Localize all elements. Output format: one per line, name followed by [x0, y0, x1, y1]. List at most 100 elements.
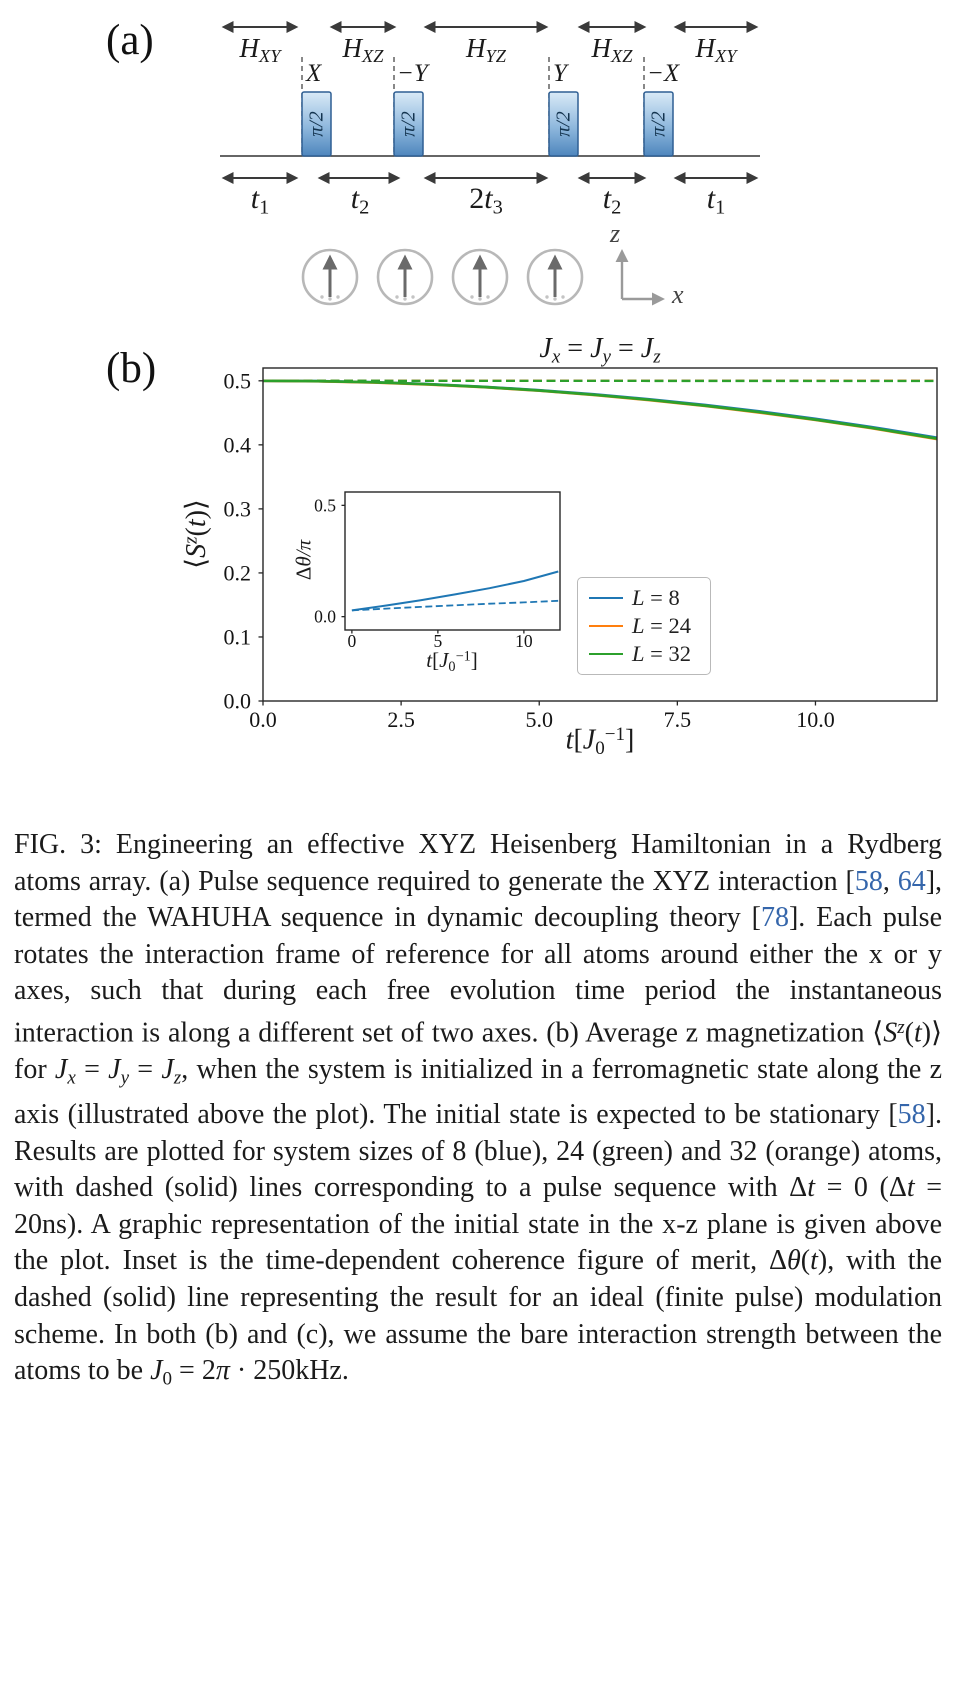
text-segment: 0 — [162, 1368, 173, 1390]
pulse-angle-label: π/2 — [397, 111, 420, 137]
text-segment: [ — [573, 724, 583, 756]
text-segment: z — [173, 1067, 182, 1089]
text-segment: ( — [800, 1245, 811, 1277]
frame-axis-z-label: z — [610, 219, 621, 248]
citation-link[interactable]: 58 — [854, 865, 883, 897]
y-tick-label: 0.5 — [224, 368, 252, 393]
text-segment: = 32 — [644, 641, 691, 666]
text-segment: −1 — [604, 724, 625, 745]
text-segment: )⟩ for — [14, 1017, 942, 1086]
text-segment: t — [350, 182, 360, 215]
citation-link[interactable]: 58 — [897, 1099, 926, 1131]
legend-line-L32 — [589, 652, 623, 656]
text-segment: 2 — [359, 196, 370, 219]
interval-label: t2 — [351, 182, 370, 220]
pulse-sequence-diagram — [220, 21, 760, 306]
text-segment: 1 — [715, 196, 726, 219]
interval-label: t1 — [251, 182, 270, 220]
text-segment: H — [695, 33, 716, 63]
coordinate-frame — [615, 249, 665, 306]
legend-label: L = 8 — [632, 585, 680, 611]
text-segment: = 0 (Δ — [814, 1172, 907, 1204]
interval-label: 2t3 — [469, 182, 503, 220]
text-segment: H — [466, 33, 486, 63]
x-tick-label: 10 — [515, 631, 533, 651]
series-line — [262, 379, 938, 440]
text-segment: J — [161, 1054, 174, 1086]
interval-label: t2 — [603, 182, 622, 220]
text-segment: J — [54, 1054, 68, 1086]
hamiltonian-label: HXY — [696, 33, 737, 67]
x-tick-label: 7.5 — [664, 707, 692, 732]
text-segment: XY — [715, 46, 737, 67]
text-segment: S — [883, 1017, 898, 1049]
text-segment: t — [426, 648, 433, 672]
text-segment: XZ — [611, 46, 633, 67]
text-segment: J — [582, 724, 596, 756]
text-segment: J — [108, 1054, 121, 1086]
pulse-angle-label: π/2 — [305, 111, 328, 137]
citation-link[interactable]: 78 — [760, 902, 789, 934]
legend-item: L = 24 — [589, 613, 710, 639]
x-tick-label: 0.0 — [249, 707, 277, 732]
text-segment: J — [439, 648, 449, 672]
text-segment: ( — [181, 527, 212, 537]
series-line — [351, 599, 559, 612]
inset-frame — [344, 491, 561, 631]
pulse-rect-minus-x — [643, 91, 674, 157]
text-segment: = 20ns). A graphic representation of the… — [14, 1172, 942, 1277]
spin-state — [376, 248, 434, 306]
text-segment: θ/π — [291, 539, 316, 567]
y-tick-label: 0.1 — [224, 624, 252, 649]
main-frame — [262, 367, 938, 702]
text-segment: J — [150, 1355, 163, 1387]
text-segment: ⟨ — [181, 557, 212, 569]
text-segment: L — [632, 585, 645, 610]
pulse-dashed-markers — [301, 57, 645, 156]
text-segment: XY — [259, 46, 281, 67]
text-segment: ] — [624, 724, 635, 756]
text-segment: θ — [787, 1245, 801, 1277]
y-tick-label: 0.2 — [224, 560, 252, 585]
text-segment: H — [239, 33, 260, 63]
text-segment: = 8 — [644, 585, 680, 610]
text-segment: z — [897, 1016, 905, 1038]
citation-link[interactable]: 64 — [897, 865, 926, 897]
pulse-angle-label: π/2 — [647, 111, 670, 137]
hamiltonian-label: HXZ — [343, 33, 384, 67]
figure-caption: FIG. 3: Engineering an effective XYZ Hei… — [14, 827, 942, 1398]
y-tick-label: 0.0 — [224, 688, 252, 713]
text-segment: t — [181, 519, 212, 528]
x-tick-label: 0 — [348, 631, 357, 651]
text-segment: YZ — [485, 46, 506, 67]
legend-line-L24 — [589, 624, 623, 628]
text-segment: y — [120, 1067, 130, 1089]
text-segment: x — [67, 1067, 76, 1089]
spin-state — [526, 248, 584, 306]
legend-label: L = 24 — [632, 613, 691, 639]
x-tick-label: 5 — [434, 631, 443, 651]
x-tick-label: 10.0 — [796, 707, 835, 732]
text-segment: = — [75, 1054, 109, 1086]
text-segment: = 2 — [172, 1355, 216, 1387]
text-segment: ] — [470, 648, 478, 672]
text-segment: 1 — [259, 196, 270, 219]
inset-axes: 0 5 10 0.0 0.5 — [314, 491, 561, 651]
text-segment: = — [610, 333, 641, 364]
frame-axis-x-label: x — [672, 280, 684, 309]
text-segment: z — [180, 536, 202, 544]
text-segment: , — [882, 865, 898, 897]
text-segment: t — [906, 1172, 915, 1204]
text-segment: XZ — [362, 46, 384, 67]
legend-item: L = 8 — [589, 585, 710, 611]
x-tick-label: 2.5 — [387, 707, 415, 732]
text-segment: ), with the dashed (solid) line represen… — [14, 1245, 943, 1387]
text-segment: S — [181, 543, 212, 558]
pulse-axis-label: X — [306, 60, 322, 87]
x-tick-label: 5.0 — [525, 707, 553, 732]
x-axis-label: t[J0−1] — [566, 724, 635, 760]
text-segment: L — [632, 613, 645, 638]
text-segment: L — [632, 641, 645, 666]
magnetization-chart: 0.0 2.5 5.0 7.5 10.00.00.10.20.30.40.50 5 100.… — [224, 367, 938, 732]
text-segment: ( — [904, 1017, 914, 1049]
